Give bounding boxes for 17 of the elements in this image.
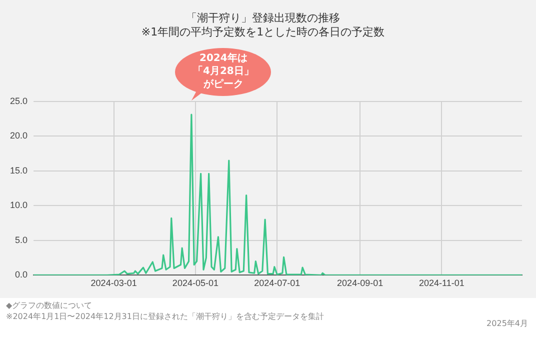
x-tick-label: 2024-05-01 xyxy=(172,278,218,288)
y-tick-label: 0.0 xyxy=(15,270,28,280)
x-tick-label: 2024-07-01 xyxy=(254,278,300,288)
chart-subtitle: ※1年間の平均予定数を1とした時の各日の予定数 xyxy=(141,26,385,39)
y-tick-label: 25.0 xyxy=(10,96,28,106)
text: ◆グラフの数値について xyxy=(6,300,94,311)
x-tick-label: 2024-11-01 xyxy=(419,278,464,288)
chart-title: 「潮干狩り」登録出現数の推移 xyxy=(186,11,340,24)
y-tick-label: 15.0 xyxy=(10,165,28,176)
text: ※2024年1月1日〜2024年12月31日に登録された「潮干狩り」を含む予定データを集計 xyxy=(6,311,324,322)
y-tick-label: 5.0 xyxy=(15,234,28,245)
text: 2025年4月 xyxy=(486,318,528,329)
y-tick-label: 10.0 xyxy=(10,200,28,210)
annotation: 2024年は「4月28日」がピーク xyxy=(192,52,254,91)
x-tick-label: 2024-03-01 xyxy=(90,278,137,288)
x-tick-label: 2024-09-01 xyxy=(337,278,384,288)
y-tick-label: 20.0 xyxy=(10,130,28,141)
